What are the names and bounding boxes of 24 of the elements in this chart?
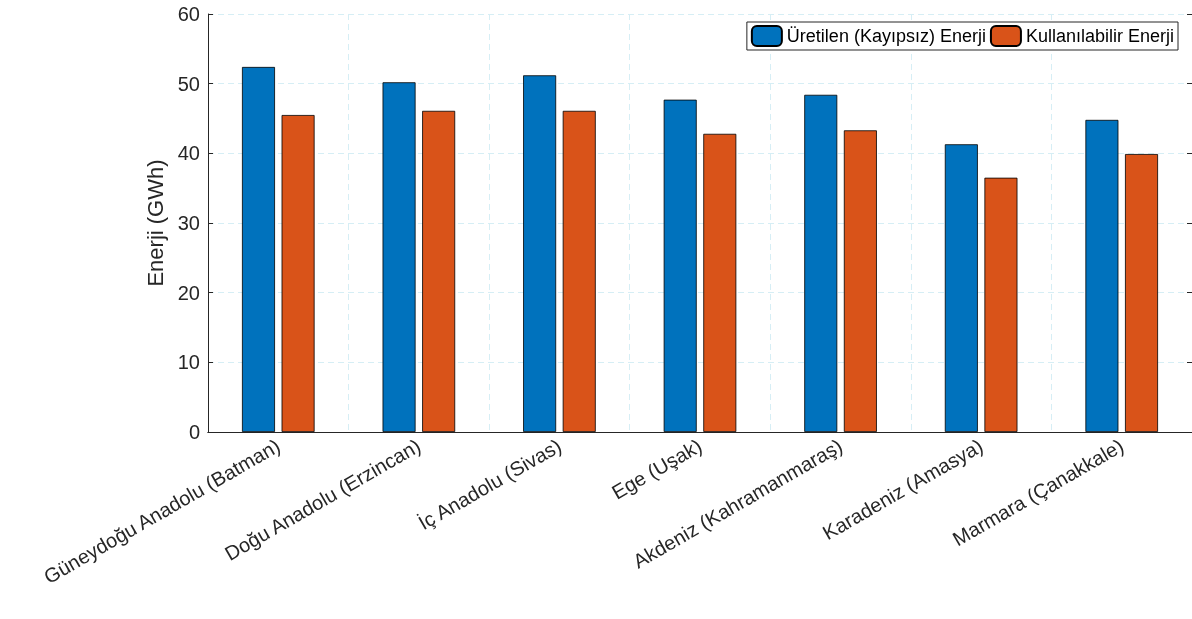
bar xyxy=(843,130,877,432)
y-tick-label: 10 xyxy=(177,351,200,374)
y-tick-label: 30 xyxy=(177,212,200,234)
bar xyxy=(1125,154,1159,432)
bar xyxy=(703,133,737,432)
y-axis-title: Enerji (GWh) xyxy=(142,159,168,287)
y-tick-label: 0 xyxy=(188,421,200,443)
y-tick-label: 20 xyxy=(177,281,200,304)
legend-label: Kullanılabilir Enerji xyxy=(1025,26,1175,46)
bar xyxy=(984,177,1018,432)
legend-label: Üretilen (Kayıpsız) Enerji xyxy=(786,26,986,46)
bar xyxy=(382,82,416,432)
bar xyxy=(663,99,697,432)
bar xyxy=(241,66,275,432)
bar xyxy=(804,94,838,432)
y-tick-label: 50 xyxy=(177,72,200,95)
y-tick-label: 40 xyxy=(177,142,200,165)
y-tick-label: 60 xyxy=(177,3,200,25)
bar xyxy=(523,75,557,432)
bar xyxy=(944,144,978,432)
bar xyxy=(1085,119,1119,432)
bar xyxy=(422,110,456,432)
bar xyxy=(281,115,315,432)
bar xyxy=(562,110,596,432)
